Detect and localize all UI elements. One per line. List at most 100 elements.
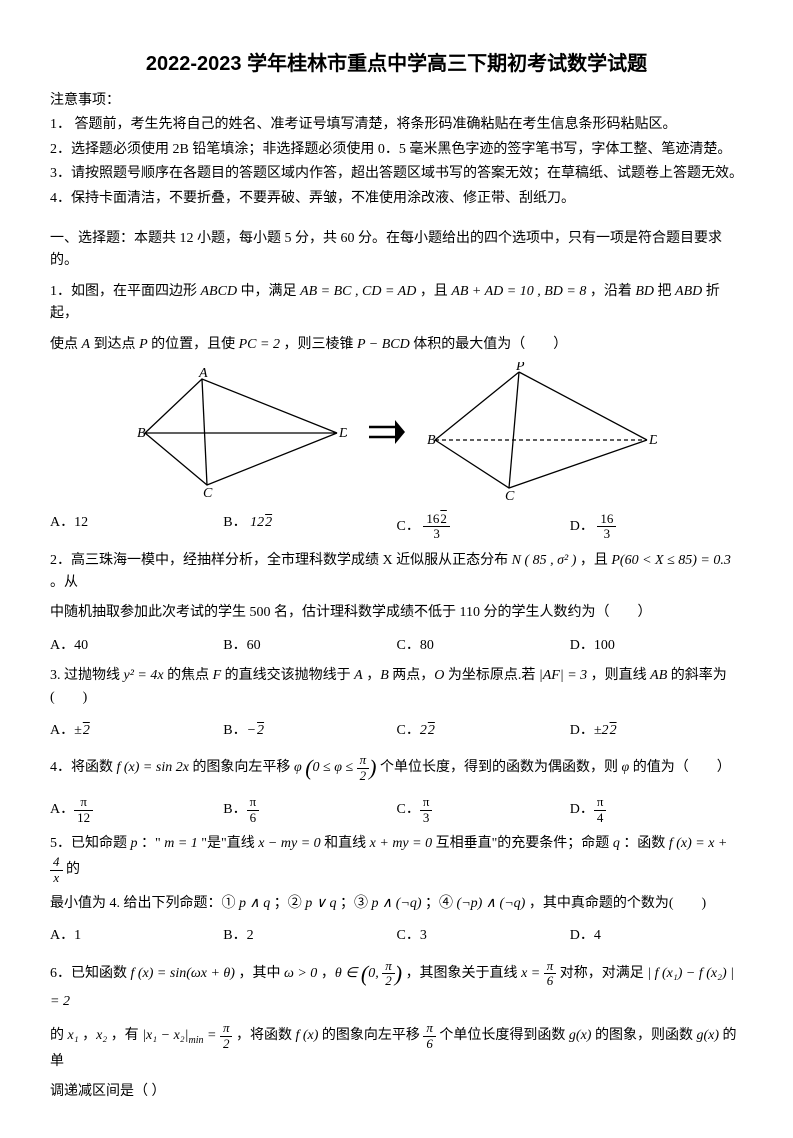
text: 4．将函数: [50, 760, 117, 775]
text: 两点，: [389, 668, 435, 683]
text: ，将函数: [232, 1028, 295, 1043]
label-C: C: [505, 489, 515, 502]
math: AB = BC , CD = AD: [300, 284, 416, 299]
text: 个单位长度得到函数: [436, 1028, 569, 1043]
text: 的图象向左平移: [189, 760, 294, 775]
text: 和直线: [321, 836, 370, 851]
math: m = 1: [164, 836, 198, 851]
question-6-line3: 调递减区间是（ ）: [50, 1081, 743, 1103]
text: ，且: [576, 553, 611, 568]
label: B．: [223, 515, 246, 530]
math: F: [213, 668, 222, 683]
text: ，: [317, 966, 335, 981]
math: B: [380, 668, 389, 683]
text: 的: [63, 862, 81, 877]
page-title: 2022-2023 学年桂林市重点中学高三下期初考试数学试题: [50, 48, 743, 80]
q1-options: A．12 B． 122 C． 1623 D． 163: [50, 512, 743, 542]
text: ，其图象关于直线: [402, 966, 521, 981]
text: 2．高三珠海一模中，经抽样分析，全市理科数学成绩 X 近似服从正态分布: [50, 553, 512, 568]
text: 的焦点: [164, 668, 213, 683]
text: ，则直线: [587, 668, 650, 683]
text: 的位置，且使: [148, 337, 239, 352]
math: N ( 85 , σ² ): [512, 553, 577, 568]
question-2-line2: 中随机抽取参加此次考试的学生 500 名，估计理科数学成绩不低于 110 分的学…: [50, 602, 743, 624]
label-B: B: [137, 426, 146, 441]
label: C．: [397, 519, 420, 534]
text: 到达点: [90, 337, 139, 352]
text: 的图象，则函数: [591, 1028, 696, 1043]
arrow-icon: [367, 417, 407, 447]
text: 互相垂直"的充要条件；命题: [432, 836, 613, 851]
option-D: D．4: [570, 925, 743, 947]
q4-options: A．π12 B．π6 C．π3 D．π4: [50, 795, 743, 825]
option-B: B． 122: [223, 512, 396, 542]
label: D．: [570, 519, 594, 534]
notice-item: 2．选择题必须使用 2B 铅笔填涂；非选择题必须使用 0．5 毫米黑色字迹的签字…: [50, 139, 743, 161]
q3-options: A．±2 B．−2 C．22 D．±22: [50, 720, 743, 742]
text: ：函数: [620, 836, 669, 851]
math: x = π6: [521, 966, 556, 981]
question-6: 6．已知函数 f (x) = sin(ωx + θ) ，其中 ω > 0 ，θ …: [50, 956, 743, 1014]
text: ；②: [270, 896, 305, 911]
question-3: 3. 过抛物线 y² = 4x 的焦点 F 的直线交该抛物线于 A ，B 两点，…: [50, 665, 743, 710]
text: 6．已知函数: [50, 966, 131, 981]
text: ；③: [337, 896, 372, 911]
label-C: C: [203, 486, 213, 497]
text: 的值为（ ）: [629, 760, 731, 775]
text: ，有: [107, 1028, 142, 1043]
text: ：": [138, 836, 165, 851]
option-A: A．40: [50, 635, 223, 657]
math: f (x) = sin 2x: [117, 760, 189, 775]
text: 对称，对满足: [556, 966, 647, 981]
text: 体积的最大值为（ ）: [410, 337, 568, 352]
math: φ (0 ≤ φ ≤ π2): [294, 760, 377, 775]
option-B: B．−2: [223, 720, 396, 742]
text: 为坐标原点.若: [444, 668, 539, 683]
math: P − BCD: [357, 337, 410, 352]
text: "是"直线: [198, 836, 258, 851]
math: (¬p) ∧ (¬q): [457, 896, 526, 911]
text: 个单位长度，得到的函数为偶函数，则: [376, 760, 621, 775]
option-A: A．12: [50, 512, 223, 542]
math: AB: [650, 668, 667, 683]
math: p ∧ (¬q): [372, 896, 422, 911]
text: 5．已知命题: [50, 836, 131, 851]
option-A: A．π12: [50, 795, 223, 825]
option-B: B．60: [223, 635, 396, 657]
math: BD: [635, 284, 654, 299]
figure-row: A B C D P B C D: [50, 362, 743, 502]
text: ，: [79, 1028, 97, 1043]
math: A: [82, 337, 91, 352]
math: p ∨ q: [305, 896, 336, 911]
question-1-line2: 使点 A 到达点 P 的位置，且使 PC = 2 ，则三棱锥 P − BCD 体…: [50, 334, 743, 356]
math: x + my = 0: [370, 836, 432, 851]
question-5-line2: 最小值为 4. 给出下列命题：① p ∧ q ；② p ∨ q ；③ p ∧ (…: [50, 893, 743, 915]
notice-item: 4．保持卡面清洁，不要折叠，不要弄破、弄皱，不准使用涂改液、修正带、刮纸刀。: [50, 188, 743, 210]
math: f (x): [295, 1028, 318, 1043]
question-5: 5．已知命题 p ：" m = 1 "是"直线 x − my = 0 和直线 x…: [50, 833, 743, 885]
option-C: C．80: [397, 635, 570, 657]
text: ，其中真命题的个数为( ): [525, 896, 706, 911]
notice-heading: 注意事项：: [50, 90, 743, 112]
text: 把: [654, 284, 675, 299]
math: P(60 < X ≤ 85) = 0.3: [611, 553, 731, 568]
figure-pyramid: P B C D: [427, 362, 657, 502]
question-1: 1．如图，在平面四边形 ABCD 中，满足 AB = BC , CD = AD …: [50, 281, 743, 326]
math: AB + AD = 10 , BD = 8: [451, 284, 586, 299]
question-2: 2．高三珠海一模中，经抽样分析，全市理科数学成绩 X 近似服从正态分布 N ( …: [50, 550, 743, 595]
math: f (x) = sin(ωx + θ): [131, 966, 235, 981]
label-A: A: [198, 367, 208, 381]
option-D: D．π4: [570, 795, 743, 825]
option-C: C．3: [397, 925, 570, 947]
option-A: A．1: [50, 925, 223, 947]
question-4: 4．将函数 f (x) = sin 2x 的图象向左平移 φ (0 ≤ φ ≤ …: [50, 750, 743, 785]
math: ω > 0: [284, 966, 317, 981]
math: ABCD: [201, 284, 238, 299]
math: y² = 4x: [124, 668, 164, 683]
math: O: [434, 668, 444, 683]
text: ，其中: [235, 966, 284, 981]
question-6-line2: 的 x₁ ，x₂ ，有 |x₁ − x₂|min = π2 ，将函数 f (x)…: [50, 1021, 743, 1073]
text: 使点: [50, 337, 82, 352]
option-D: D．100: [570, 635, 743, 657]
text: ，则三棱锥: [280, 337, 357, 352]
